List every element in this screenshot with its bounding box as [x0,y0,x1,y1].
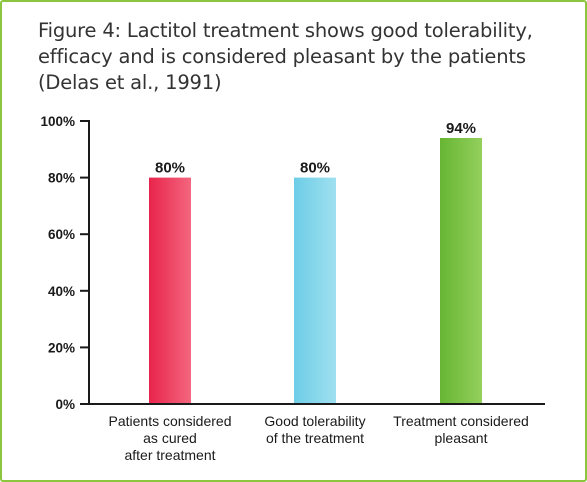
y-tick-label: 20% [48,340,75,355]
x-category-label-2: Good tolerability of the treatment [264,413,365,446]
y-tick-label: 40% [48,284,75,299]
data-label-3: 94% [446,120,476,137]
data-label-2: 80% [300,160,330,177]
figure-title-line-3: (Delas et al., 1991) [38,71,222,94]
bar-1 [149,177,191,404]
figure-title-line-2: efficacy and is considered pleasant by t… [38,45,526,68]
y-tick-label: 60% [48,227,75,242]
bar-2 [294,177,336,404]
x-category-label-3: Treatment considered pleasant [393,413,529,446]
y-tick-label: 100% [40,114,75,129]
figure-title-line-1: Figure 4: Lactitol treatment shows good … [38,19,533,42]
bar-3 [440,137,482,405]
y-tick-label: 80% [48,171,75,186]
y-tick-label: 0% [55,397,75,412]
x-category-label-1: Patients considered as cured after treatme… [109,413,232,463]
data-label-1: 80% [155,160,185,177]
figure-title: Figure 4: Lactitol treatment shows good … [38,18,568,96]
